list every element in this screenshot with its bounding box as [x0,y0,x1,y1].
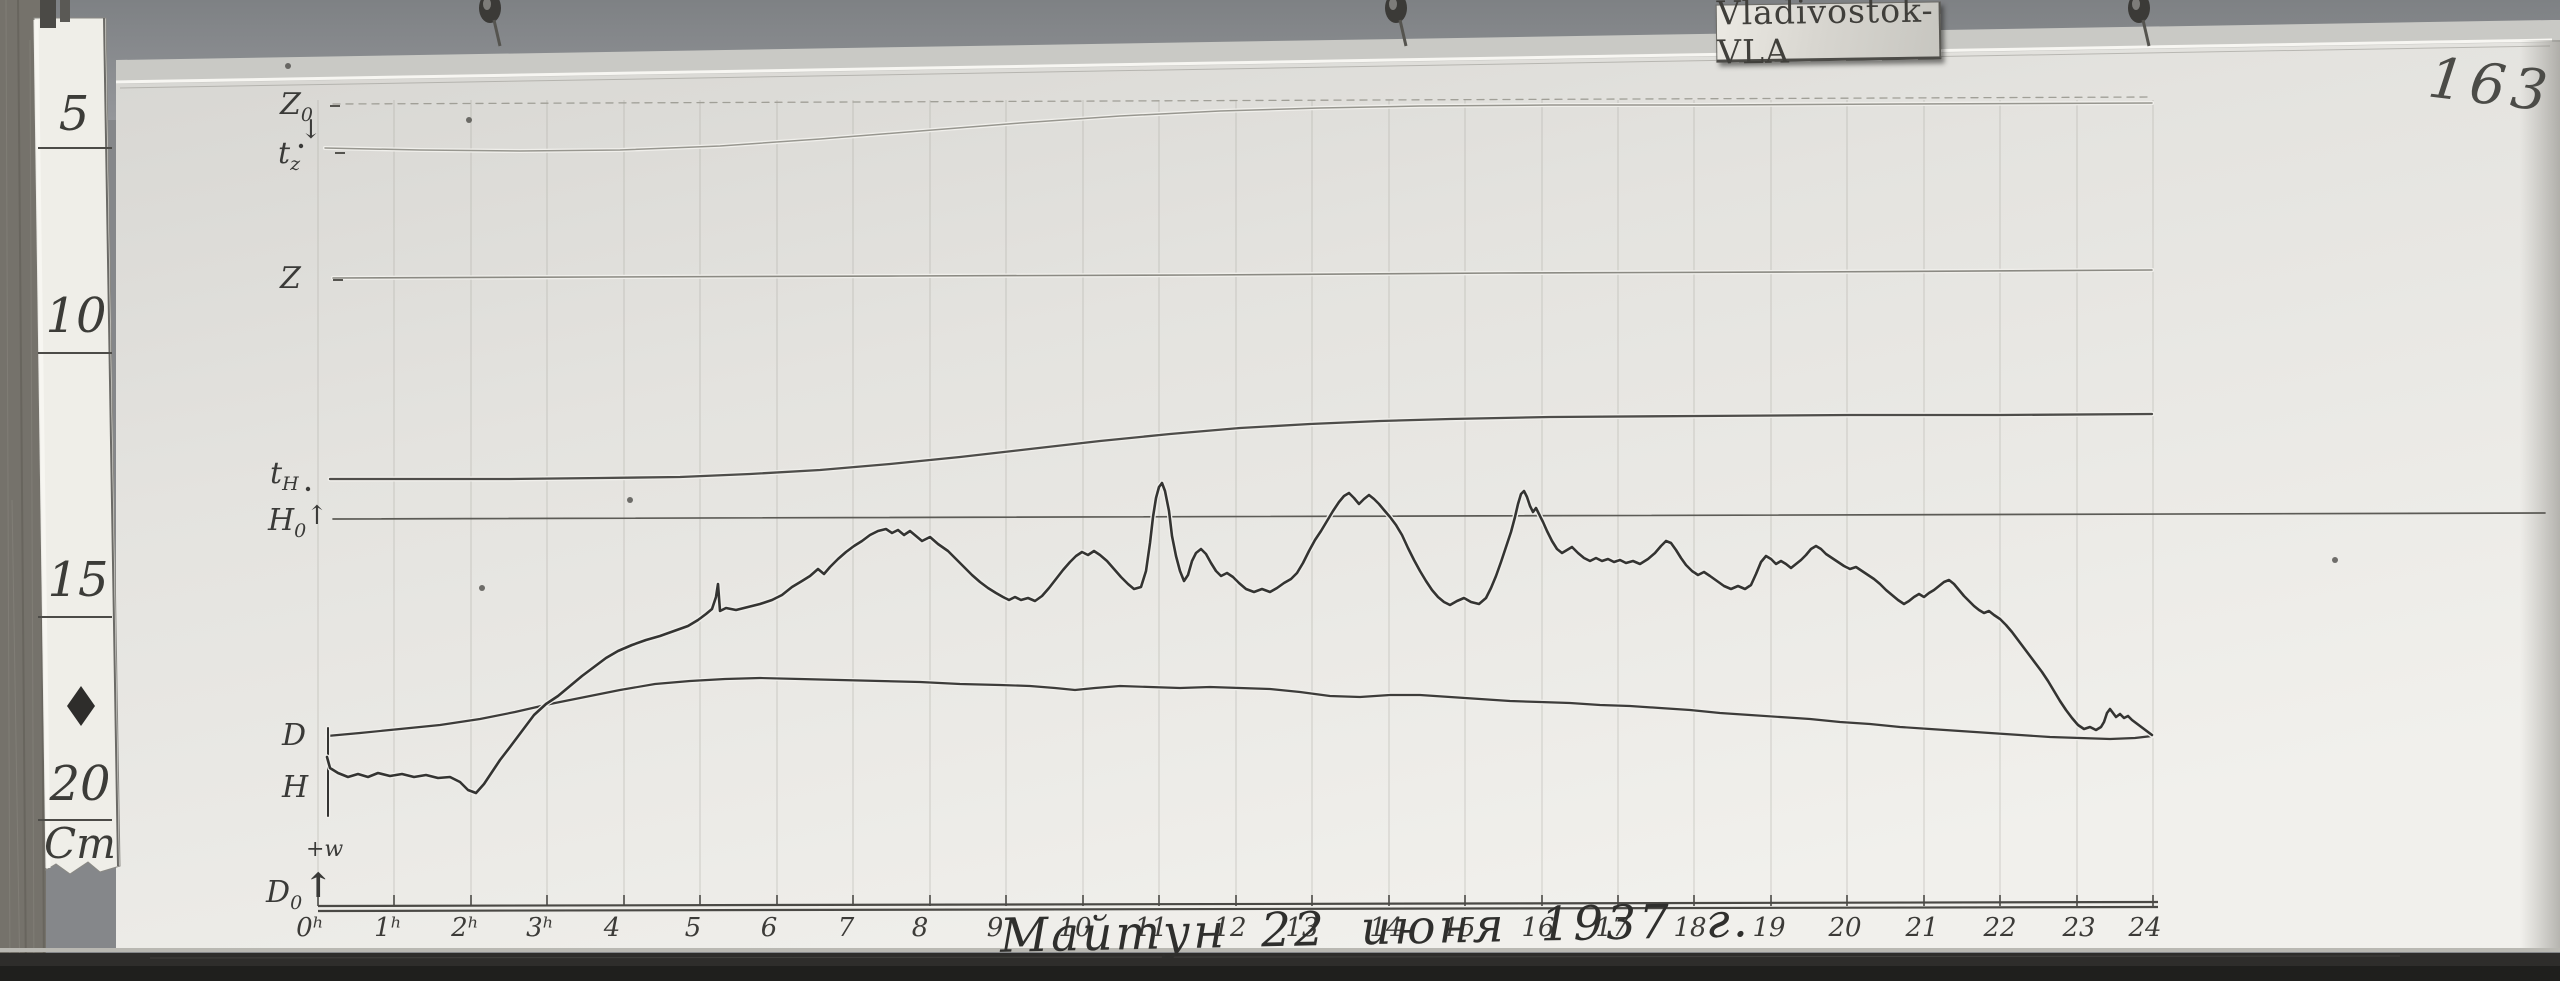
hour-label-18: 18 [1673,913,1706,943]
pin-highlight [483,0,491,10]
ruler-mark-15: 15 [47,552,108,608]
trace-label-H: H [281,770,309,805]
trace-label-D: D [281,718,306,753]
ruler-right-edge-line [103,17,119,867]
photo-paper [116,42,2560,950]
ruler-mark-5: 5 [59,86,90,142]
page-number: 163 [2424,45,2557,126]
hour-label-24: 24 [2127,913,2161,943]
hour-label-10: 10 [1058,913,1091,943]
wood-grain-line [11,499,21,981]
push-pin [1385,0,1408,47]
ruler-clamp [40,0,56,28]
hour-label-22: 22 [1982,913,2016,943]
ruler-strip [33,17,121,875]
tz-temperature-trace [324,102,2153,152]
H-trace [325,481,2154,795]
hour-label-21: 21 [1904,913,1938,943]
hour-label-5: 5 [685,913,702,943]
paper-top-highlight [115,38,2553,84]
pin-stem [2141,19,2151,47]
hour-label-6: 6 [761,913,778,943]
fiducial-dot-H0 [305,486,311,492]
hour-label-13: 13 [1285,913,1318,943]
axis-baseline [317,905,2159,913]
ruler-diamond-mark [67,686,95,726]
station-label: Vladivostok-VLA [1715,0,1942,72]
Z0-baseline [332,96,2153,105]
paper-top-shadow-line [119,45,2551,89]
ruler-mark-10: 10 [45,288,106,344]
ruler-mark-20: 20 [48,756,110,812]
dust-speck [285,63,291,69]
hour-label-19: 19 [1752,913,1785,943]
hour-label-16: 16 [1521,913,1554,943]
hour-label-23: 23 [2061,913,2095,943]
hour-label-3h: 3ʰ [526,913,554,943]
hour-label-7: 7 [838,913,855,943]
dust-speck [479,585,485,591]
pin-highlight [2132,0,2140,10]
ruler-numbers: 5 10 15 20 Cm [44,86,116,868]
H0-baseline [332,512,2546,520]
hour-label-1h: 1ʰ [374,913,402,943]
hour-label-11: 11 [1134,913,1167,943]
hour-label-20: 20 [1827,913,1861,943]
glass-edge-strip [116,20,2560,86]
wood-grain-line [29,39,35,981]
fiducial-dot-Z0 [298,143,304,149]
hour-gridlines [317,100,2154,902]
arrow-icon-Z0: ↓ [300,115,322,145]
dust-speck [627,497,633,503]
Z-trace [332,269,2153,279]
ruler-unit: Cm [44,819,116,868]
push-pin [2128,0,2151,47]
pin-stem [492,19,502,47]
pin-stem [1398,19,1408,47]
ruler-clamp [60,0,70,22]
dust-speck [2332,557,2338,563]
wood-grain-line [5,0,11,981]
hour-label-2h: 2ʰ [450,913,479,943]
annotation-D0: +w [306,837,343,862]
arrow-icon-H0: ↑ [306,501,328,531]
time-axis [317,895,2159,913]
D-trace [325,676,2154,741]
hour-label-12: 12 [1213,913,1246,943]
hour-label-14: 14 [1369,913,1402,943]
bottom-band-scratch [149,955,2401,959]
dust-speck [466,117,472,123]
ruler: 5 10 15 20 Cm [33,0,121,875]
hour-labels: 0ʰ 1ʰ 2ʰ 3ʰ 4 5 6 7 8 9 10 11 12 13 14 15 16 17 18 19 20 21 22… [296,913,2161,943]
traces [322,96,2546,819]
push-pin [479,0,502,47]
hour-label-0h: 0ʰ [296,913,324,943]
pin-highlight [1389,0,1397,10]
ruler-left-highlight [33,19,51,869]
trace-label-D0: D0 [265,875,302,914]
hour-label-4: 4 [603,913,621,943]
bottom-darker-band [0,966,2560,981]
hour-label-17: 17 [1595,913,1629,943]
arrow-icon-D0: ↑ [304,866,333,906]
hour-label-8: 8 [912,913,929,943]
hour-label-9: 9 [987,913,1004,943]
wood-grain-line [17,0,27,981]
hour-label-15: 15 [1442,913,1475,943]
tH-temperature-trace [328,412,2154,481]
handwritten-caption: Майтун 22 июня 1937 г. [999,893,1752,964]
paper-right-edge-shadow [2520,40,2560,952]
trace-label-Z: Z [279,261,302,296]
